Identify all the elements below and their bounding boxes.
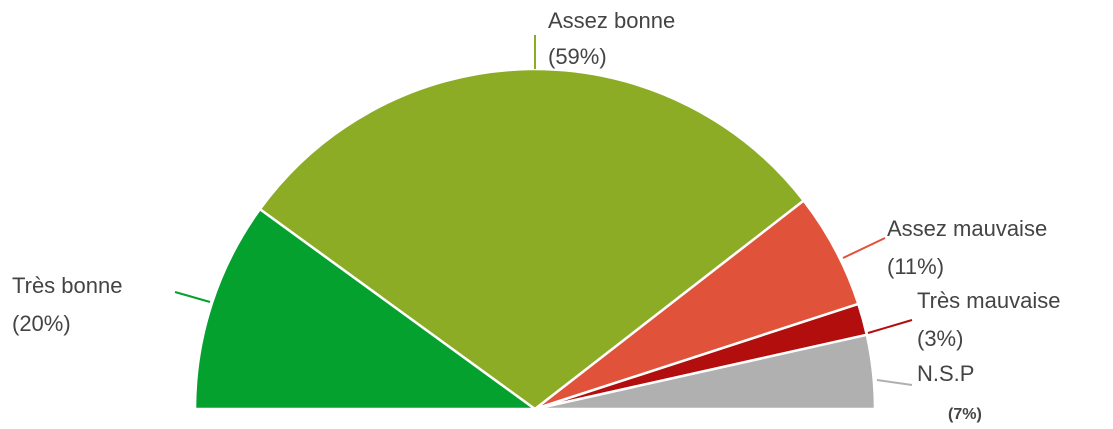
- leader-line: [842, 237, 886, 259]
- slice-value-label: (59%): [548, 44, 607, 69]
- slice-label: Assez mauvaise: [887, 216, 1047, 241]
- slice-value-label: (20%): [12, 311, 71, 336]
- slice-value-label: (3%): [917, 326, 963, 351]
- slice-label: Très mauvaise: [917, 288, 1060, 313]
- slice-value-label: (7%): [948, 406, 982, 423]
- slice-label: Très bonne: [12, 273, 122, 298]
- slice: [534, 333, 877, 411]
- leader-line: [876, 379, 913, 386]
- slice-value-label: (11%): [887, 254, 944, 279]
- slice-label: N.S.P: [917, 361, 974, 386]
- leader-line: [174, 291, 211, 303]
- slice: [193, 207, 539, 411]
- leader-line: [867, 319, 913, 334]
- slice: [258, 67, 806, 411]
- slice-label: Assez bonne: [548, 8, 675, 33]
